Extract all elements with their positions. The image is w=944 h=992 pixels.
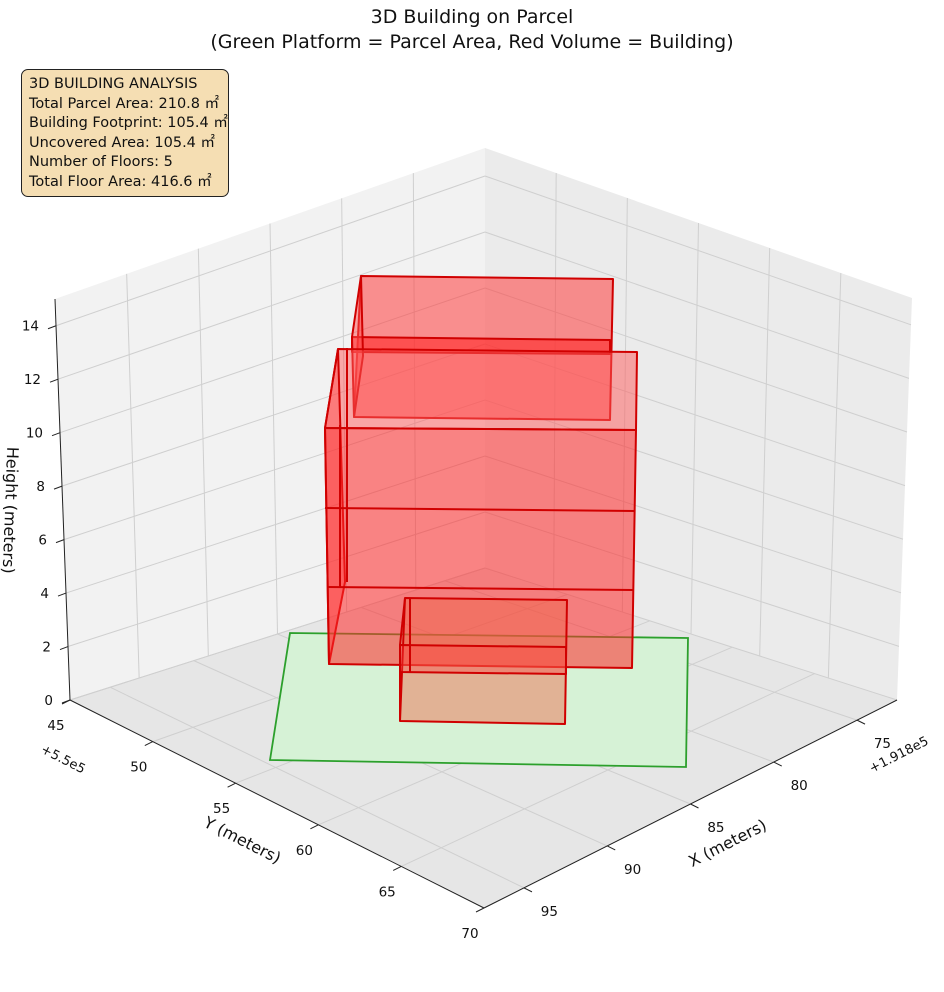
info-line-uncovered: Uncovered Area: 105.4 ㎡	[29, 134, 216, 151]
y-tick-label: 70	[461, 926, 478, 942]
y-tick-label: 55	[213, 801, 230, 817]
chart-title-line2: (Green Platform = Parcel Area, Red Volum…	[210, 31, 734, 53]
axis-ticks: 0 2 4 6 8 10 12 14 45 50 55 60 65 70 75 80 85 90 95	[22, 319, 891, 942]
z-tick-mark	[47, 325, 57, 330]
info-heading: 3D BUILDING ANALYSIS	[29, 76, 198, 92]
x-tick-label: 90	[624, 862, 641, 878]
z-tick-label: 10	[26, 426, 43, 442]
x-tick-label: 75	[874, 736, 891, 752]
y-tick-mark	[392, 865, 402, 871]
chart-title-line1: 3D Building on Parcel	[370, 6, 574, 28]
z-tick-label: 12	[24, 372, 41, 388]
y-tick-mark	[310, 824, 319, 830]
building-floor-line-1	[324, 507, 636, 512]
z-tick-label: 14	[22, 319, 39, 335]
x-tick-label: 80	[791, 778, 808, 794]
wall-gridline-left	[269, 223, 278, 635]
info-line-footprint: Building Footprint: 105.4 ㎡	[29, 115, 228, 131]
y-tick-mark	[475, 907, 485, 913]
y-offset-text: +5.5e5	[38, 742, 87, 777]
building-front-block	[399, 597, 568, 725]
z-tick-label: 8	[36, 479, 45, 495]
info-line-floors: Number of Floors: 5	[29, 154, 173, 170]
y-tick-label: 60	[296, 843, 313, 859]
x-tick-label: 85	[707, 820, 724, 836]
x-gridline-floor	[109, 686, 525, 889]
y-tick-mark	[227, 782, 236, 788]
y-tick-mark	[144, 741, 154, 747]
z-axis-label: Height (meters)	[0, 446, 22, 574]
building-floor-line-2	[326, 586, 634, 591]
y-tick-label: 45	[47, 718, 64, 734]
z-tick-mark	[55, 539, 65, 544]
x-tick-mark	[856, 719, 866, 725]
y-axis-line	[69, 699, 485, 909]
z-tick-mark	[51, 432, 61, 437]
y-tick-mark	[61, 699, 71, 705]
z-tick-label: 2	[42, 640, 51, 656]
analysis-info-box: 3D BUILDING ANALYSIS Total Parcel Area: …	[21, 69, 229, 197]
info-line-floor-area: Total Floor Area: 416.6 ㎡	[29, 173, 212, 190]
x-axis-label: X (meters)	[685, 815, 769, 871]
y-axis-label: Y (meters)	[200, 812, 284, 867]
z-tick-mark	[49, 378, 59, 383]
y-tick-label: 50	[130, 760, 147, 776]
z-tick-label: 0	[44, 693, 53, 709]
wall-gridline-left	[197, 248, 209, 657]
building-main-front	[324, 427, 637, 669]
x-tick-mark	[690, 803, 699, 809]
z-axis-line	[54, 298, 71, 701]
wall-gridline-right	[759, 247, 771, 657]
info-line-parcel-area: Total Parcel Area: 210.8 ㎡	[29, 95, 220, 112]
y-tick-label: 65	[379, 884, 396, 900]
x-tick-mark	[607, 845, 616, 851]
x-tick-label: 95	[541, 904, 558, 920]
z-tick-label: 6	[38, 533, 47, 549]
wall-gridline-right	[827, 272, 842, 679]
building-front-block-side	[399, 597, 406, 721]
z-tick-mark	[57, 592, 67, 597]
building-front-block-band	[399, 644, 567, 675]
building-main-top	[324, 348, 638, 431]
z-tick-label: 4	[40, 586, 49, 602]
x-tick-mark	[523, 887, 533, 893]
wall-gridline-left	[126, 273, 140, 679]
z-tick-mark	[53, 485, 63, 490]
wall-gridline-right	[690, 222, 699, 635]
z-tick-mark	[59, 646, 69, 651]
x-tick-mark	[773, 761, 782, 767]
building-volume	[324, 275, 638, 725]
